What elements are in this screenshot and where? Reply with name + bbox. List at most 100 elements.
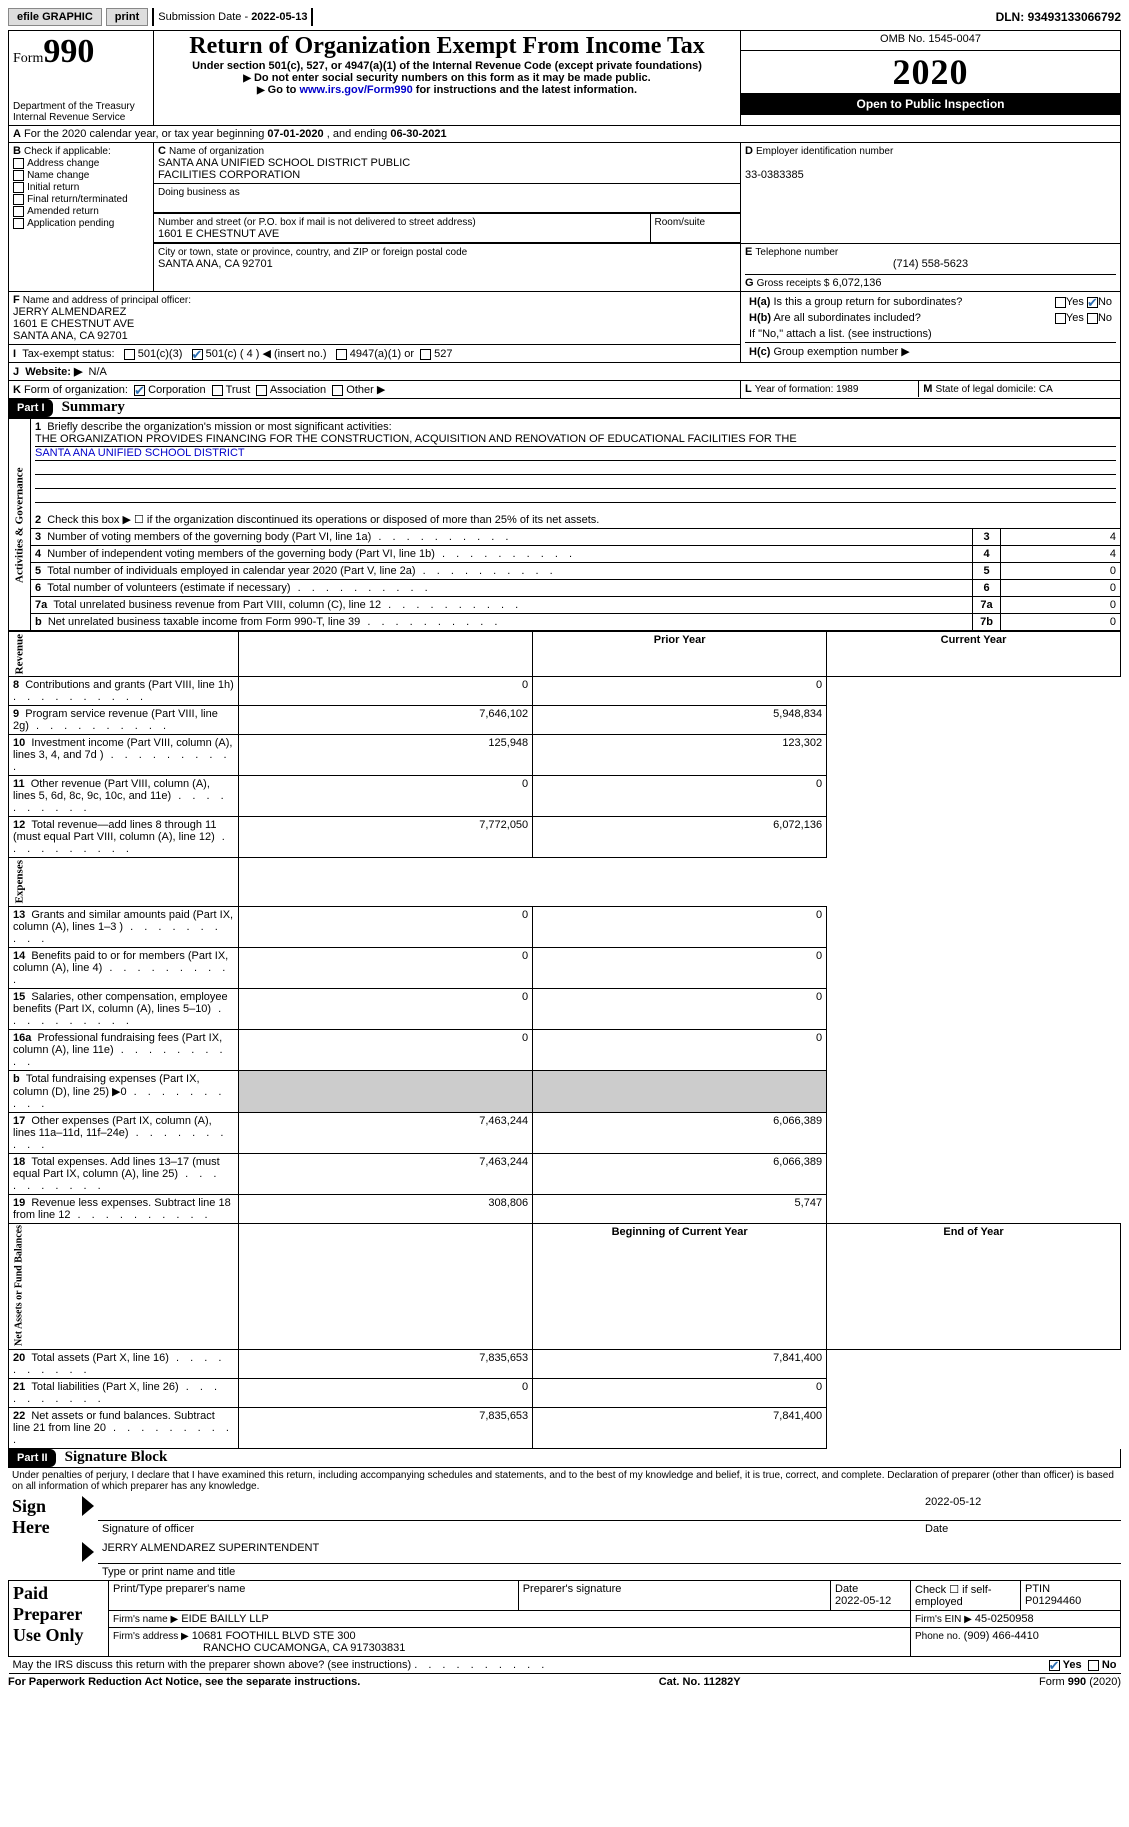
- side-governance: Activities & Governance: [9, 419, 31, 631]
- data-row: 19 Revenue less expenses. Subtract line …: [9, 1194, 1121, 1223]
- gov-row: 7a Total unrelated business revenue from…: [9, 597, 1121, 614]
- dln-label: DLN:: [996, 10, 1028, 24]
- h-note: If "No," attach a list. (see instruction…: [745, 326, 1116, 343]
- data-row: 10 Investment income (Part VIII, column …: [9, 735, 1121, 776]
- data-row: 16a Professional fundraising fees (Part …: [9, 1029, 1121, 1070]
- preparer-name-label: Print/Type preparer's name: [109, 1581, 519, 1611]
- checkbox-no[interactable]: [1087, 297, 1098, 308]
- ein-value: 33-0383385: [745, 169, 804, 181]
- checkbox-address-change[interactable]: [13, 158, 24, 169]
- officer-name: JERRY ALMENDAREZ: [13, 306, 126, 318]
- website-value: N/A: [89, 366, 107, 378]
- m-value: State of legal domicile: CA: [935, 384, 1052, 395]
- page-footer: For Paperwork Reduction Act Notice, see …: [8, 1676, 1121, 1688]
- checkbox-527[interactable]: [420, 349, 431, 360]
- paid-preparer-label: Paid Preparer Use Only: [9, 1581, 109, 1657]
- checkbox-final-return[interactable]: [13, 194, 24, 205]
- checkbox-trust[interactable]: [212, 385, 223, 396]
- gov-row: 5 Total number of individuals employed i…: [9, 563, 1121, 580]
- data-row: 15 Salaries, other compensation, employe…: [9, 988, 1121, 1029]
- k-corp: Corporation: [148, 384, 205, 396]
- paid-preparer-table: Paid Preparer Use Only Print/Type prepar…: [8, 1580, 1121, 1674]
- signature-table: Sign Here 2022-05-12 Signature of office…: [8, 1494, 1121, 1581]
- submission-date-value: 2022-05-13: [251, 11, 307, 23]
- k-assoc: Association: [270, 384, 326, 396]
- checkbox-corp[interactable]: [134, 385, 145, 396]
- i-4947: 4947(a)(1) or: [350, 348, 414, 360]
- city-value: SANTA ANA, CA 92701: [158, 258, 273, 270]
- data-row: 11 Other revenue (Part VIII, column (A),…: [9, 776, 1121, 817]
- k-label: Form of organization:: [24, 384, 128, 396]
- omb-number: OMB No. 1545-0047: [741, 31, 1121, 51]
- i-c: 501(c) ( 4 ) ◀ (insert no.): [206, 348, 327, 360]
- g-label: Gross receipts $: [757, 278, 830, 289]
- checkbox-amended[interactable]: [13, 206, 24, 217]
- phone-value: (714) 558-5623: [745, 258, 1116, 270]
- gov-row: b Net unrelated business taxable income …: [9, 614, 1121, 631]
- print-button[interactable]: print: [106, 8, 148, 26]
- goto-post: for instructions and the latest informat…: [413, 84, 637, 96]
- b-item: Amended return: [27, 206, 99, 217]
- side-revenue: Revenue: [9, 632, 239, 677]
- checkbox-501c3[interactable]: [124, 349, 135, 360]
- self-employed: Check ☐ if self-employed: [911, 1581, 1021, 1611]
- part1-label: Part I: [9, 399, 53, 417]
- b-item: Final return/terminated: [27, 194, 128, 205]
- arrow-icon: [82, 1496, 94, 1516]
- firm-ein: 45-0250958: [975, 1613, 1034, 1625]
- checkbox-assoc[interactable]: [256, 385, 267, 396]
- e-label: Telephone number: [755, 247, 838, 258]
- firm-phone-label: Phone no.: [915, 1631, 961, 1642]
- submission-label: Submission Date -: [158, 11, 251, 23]
- d-label: Employer identification number: [756, 146, 893, 157]
- no-label: No: [1098, 296, 1112, 308]
- firm-addr-label: Firm's address ▶: [113, 1631, 189, 1642]
- data-row: 20 Total assets (Part X, line 16)7,835,6…: [9, 1349, 1121, 1378]
- officer-signature[interactable]: [98, 1494, 921, 1521]
- irs-link[interactable]: www.irs.gov/Form990: [299, 84, 412, 96]
- irs-label: Internal Revenue Service: [13, 112, 149, 123]
- checkbox-discuss-yes[interactable]: [1049, 1660, 1060, 1671]
- checkbox-no[interactable]: [1087, 313, 1098, 324]
- form-990: 990: [43, 33, 94, 70]
- k-trust: Trust: [226, 384, 251, 396]
- checkbox-app-pending[interactable]: [13, 218, 24, 229]
- checkbox-name-change[interactable]: [13, 170, 24, 181]
- data-row: 9 Program service revenue (Part VIII, li…: [9, 706, 1121, 735]
- gov-row: 4 Number of independent voting members o…: [9, 546, 1121, 563]
- checkbox-yes[interactable]: [1055, 297, 1066, 308]
- ptin-label: PTIN: [1025, 1583, 1050, 1595]
- firm-name: EIDE BAILLY LLP: [181, 1613, 269, 1625]
- street-label: Number and street (or P.O. box if mail i…: [158, 217, 476, 228]
- brief-blank: [35, 475, 1116, 489]
- part1-title: Summary: [56, 399, 125, 415]
- checkbox-501c[interactable]: [192, 349, 203, 360]
- checkbox-yes[interactable]: [1055, 313, 1066, 324]
- arrow-icon: [257, 84, 268, 96]
- street-value: 1601 E CHESTNUT AVE: [158, 228, 279, 240]
- data-row: 8 Contributions and grants (Part VIII, l…: [9, 677, 1121, 706]
- sign-here: Sign Here: [8, 1494, 78, 1540]
- dept-treasury: Department of the Treasury: [13, 101, 149, 112]
- org-name-2: FACILITIES CORPORATION: [158, 169, 300, 181]
- current-year-header: Current Year: [941, 634, 1007, 646]
- data-row: 12 Total revenue—add lines 8 through 11 …: [9, 817, 1121, 858]
- brief-line1: THE ORGANIZATION PROVIDES FINANCING FOR …: [35, 433, 1116, 447]
- org-name-1: SANTA ANA UNIFIED SCHOOL DISTRICT PUBLIC: [158, 157, 410, 169]
- form-title: Return of Organization Exempt From Incom…: [158, 33, 736, 60]
- checkbox-other[interactable]: [332, 385, 343, 396]
- sign-date: 2022-05-12: [921, 1494, 1121, 1521]
- form-subtitle: Under section 501(c), 527, or 4947(a)(1)…: [158, 60, 736, 72]
- checkbox-4947[interactable]: [336, 349, 347, 360]
- top-bar: efile GRAPHIC print Submission Date - 20…: [8, 8, 1121, 26]
- brief-line2[interactable]: SANTA ANA UNIFIED SCHOOL DISTRICT: [35, 447, 245, 459]
- checkbox-discuss-no[interactable]: [1088, 1660, 1099, 1671]
- preparer-sig-label: Preparer's signature: [518, 1581, 830, 1611]
- yes-label: Yes: [1066, 296, 1084, 308]
- l-value: Year of formation: 1989: [755, 384, 859, 395]
- side-net: Net Assets or Fund Balances: [9, 1223, 239, 1349]
- period-begin: 07-01-2020: [267, 128, 323, 140]
- b-item: Name change: [27, 170, 89, 181]
- checkbox-initial-return[interactable]: [13, 182, 24, 193]
- data-row: 22 Net assets or fund balances. Subtract…: [9, 1407, 1121, 1448]
